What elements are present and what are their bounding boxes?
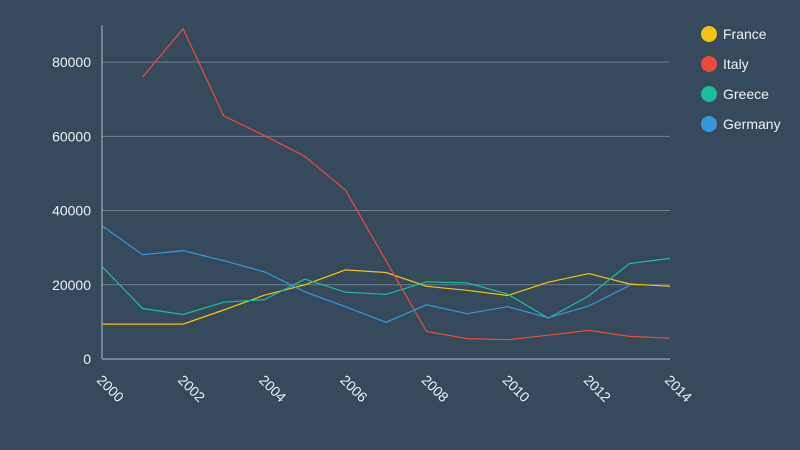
x-tick-label: 2010	[500, 372, 533, 405]
legend-swatch	[701, 56, 717, 72]
legend-swatch	[701, 116, 717, 132]
series-lines	[101, 27, 671, 341]
y-tick-label: 0	[83, 351, 91, 367]
legend-swatch	[701, 26, 717, 42]
legend-label: France	[723, 26, 767, 42]
legend-label: Germany	[723, 116, 781, 132]
y-tick-label: 40000	[52, 203, 91, 219]
x-tick-label: 2008	[418, 372, 451, 405]
y-axis-tick-labels: 0 20000 40000 60000 80000	[52, 54, 91, 367]
gridlines	[102, 61, 670, 286]
y-tick-label: 20000	[52, 277, 91, 293]
series-line-france	[102, 269, 671, 325]
x-tick-label: 2000	[94, 372, 127, 405]
series-line-greece	[101, 257, 671, 319]
x-tick-label: 2006	[337, 372, 370, 405]
x-tick-label: 2012	[581, 372, 614, 405]
legend-item-france: France	[701, 24, 767, 44]
y-tick-label: 80000	[52, 54, 91, 70]
axes	[101, 25, 670, 360]
legend-label: Italy	[723, 56, 749, 72]
legend-label: Greece	[723, 86, 769, 102]
series-line-italy	[142, 27, 671, 341]
legend-item-greece: Greece	[701, 84, 769, 104]
x-tick-label: 2004	[256, 372, 289, 405]
x-tick-label: 2002	[175, 372, 208, 405]
legend-item-germany: Germany	[701, 114, 781, 134]
series-line-germany	[101, 225, 630, 323]
legend-item-italy: Italy	[701, 54, 749, 74]
y-tick-label: 60000	[52, 128, 91, 144]
x-tick-label: 2014	[662, 372, 695, 405]
legend-swatch	[701, 86, 717, 102]
x-axis-tick-labels: 2000 2002 2004 2006 2008 2010 2012 2014	[94, 372, 695, 405]
